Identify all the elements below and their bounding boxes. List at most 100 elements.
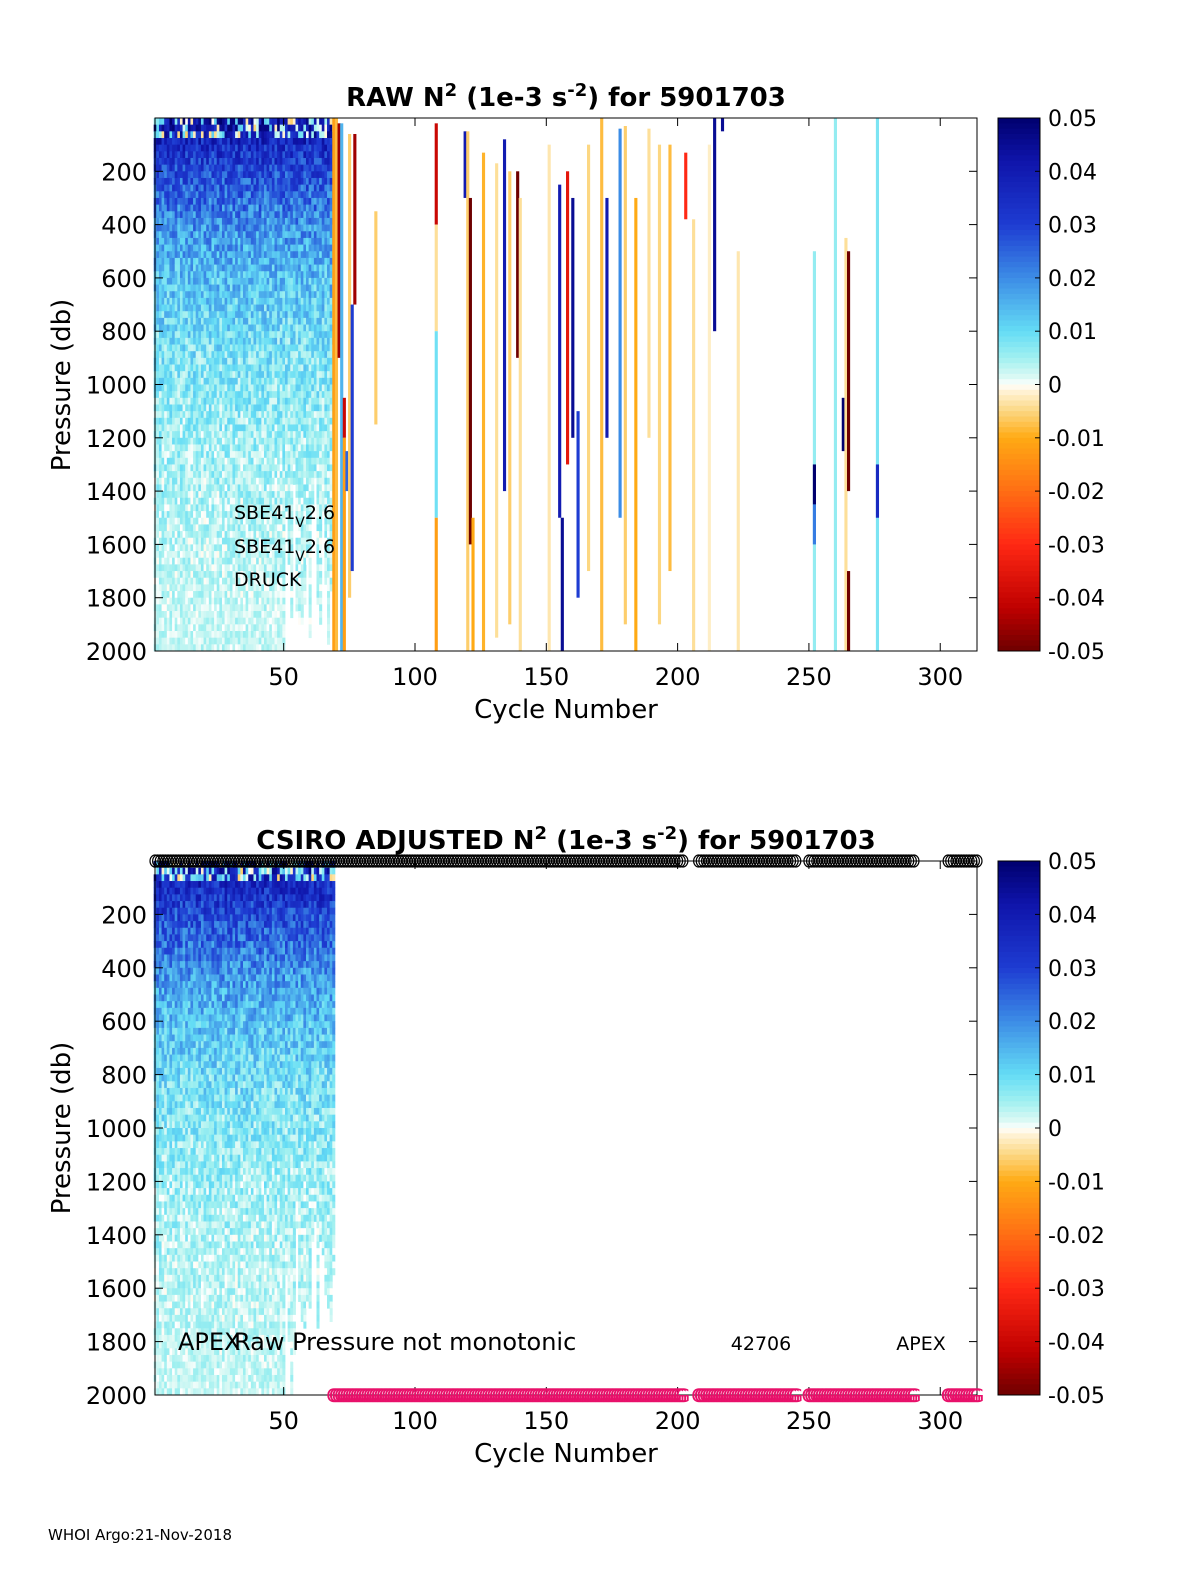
heatmap-cell — [182, 164, 186, 172]
heatmap-cell — [237, 304, 241, 312]
heatmap-cell — [177, 471, 181, 479]
heatmap-cell — [216, 271, 220, 279]
heatmap-cell — [261, 477, 265, 485]
heatmap-cell — [227, 637, 231, 645]
heatmap-cell — [248, 304, 252, 312]
heatmap-cell — [300, 584, 304, 592]
heatmap-cell — [300, 577, 304, 585]
heatmap-cell — [261, 317, 265, 325]
heatmap-cell — [232, 191, 236, 199]
heatmap-cell — [235, 644, 239, 652]
heatmap-cell — [169, 377, 173, 385]
heatmap-cell — [182, 404, 186, 412]
heatmap-cell — [166, 644, 170, 652]
heatmap-cell — [242, 231, 247, 239]
heatmap-cell — [203, 184, 207, 192]
heatmap-cell — [216, 144, 220, 152]
heatmap-cell — [237, 364, 241, 372]
heatmap-cell — [166, 611, 170, 619]
heatmap-cell — [169, 464, 173, 472]
heatmap-cell — [177, 251, 181, 259]
heatmap-cell — [308, 271, 312, 279]
heatmap-cell — [221, 118, 225, 126]
heatmap-cell — [271, 471, 275, 479]
heatmap-cell — [208, 491, 212, 499]
heatmap-cell — [216, 204, 220, 212]
heatmap-cell — [235, 511, 239, 519]
heatmap-cell — [261, 631, 265, 639]
heatmap-cell — [258, 331, 262, 339]
heatmap-cell — [208, 231, 212, 239]
heatmap-cell — [277, 204, 281, 212]
heatmap-cell — [285, 344, 289, 352]
heatmap-cell — [169, 577, 173, 585]
heatmap-cell — [200, 411, 204, 419]
heatmap-cell — [282, 237, 286, 245]
heatmap-cell — [263, 364, 268, 372]
heatmap-cell — [248, 271, 252, 279]
heatmap-cell — [187, 644, 191, 652]
heatmap-cell — [295, 437, 299, 445]
heatmap-cell — [158, 584, 162, 592]
heatmap-cell — [187, 404, 191, 412]
heatmap-cell — [266, 464, 270, 472]
heatmap-cell — [156, 544, 160, 552]
heatmap-cell — [195, 564, 199, 572]
heatmap-cell — [253, 137, 257, 146]
heatmap-cell — [200, 577, 204, 585]
heatmap-cell — [174, 124, 178, 132]
heatmap-cell — [308, 357, 312, 365]
heatmap-cell — [248, 464, 252, 472]
heatmap-cell — [295, 124, 299, 132]
heatmap-cell — [321, 291, 325, 299]
heatmap-cell — [232, 324, 236, 332]
heatmap-cell — [200, 444, 204, 452]
heatmap-cell — [279, 417, 283, 425]
heatmap-cell — [269, 624, 273, 632]
heatmap-cell — [166, 177, 170, 186]
heatmap-cell — [182, 337, 186, 345]
heatmap-cell — [221, 131, 225, 139]
heatmap-cell — [229, 137, 233, 146]
heatmap-cell — [266, 504, 270, 512]
heatmap-cell — [285, 211, 289, 219]
heatmap-cell — [174, 244, 178, 252]
heatmap-cell — [316, 271, 320, 279]
heatmap-cell — [193, 571, 197, 579]
heatmap-cell — [214, 271, 218, 279]
heatmap-cell — [250, 591, 254, 599]
heatmap-cell — [219, 451, 223, 459]
heatmap-cell — [319, 324, 323, 332]
heatmap-cell — [258, 137, 262, 146]
heatmap-cell — [319, 171, 323, 179]
heatmap-cell — [258, 217, 262, 225]
heatmap-cell — [185, 404, 189, 412]
heatmap-cell — [182, 251, 186, 259]
heatmap-cell — [169, 144, 173, 152]
heatmap-cell — [248, 204, 252, 212]
heatmap-cell — [263, 324, 268, 332]
heatmap-cell — [313, 277, 317, 285]
heatmap-cell — [161, 404, 165, 412]
heatmap-cell — [198, 504, 202, 512]
heatmap-cell — [311, 391, 315, 399]
heatmap-cell — [271, 337, 275, 345]
heatmap-cell — [248, 184, 252, 192]
heatmap-cell — [245, 537, 249, 545]
heatmap-cell — [298, 177, 302, 186]
heatmap-cell — [308, 164, 312, 172]
heatmap-cell — [248, 137, 252, 146]
heatmap-cell — [190, 604, 194, 612]
heatmap-cell — [214, 584, 218, 592]
heatmap-cell — [174, 557, 178, 565]
heatmap-cell — [177, 364, 181, 372]
heatmap-cell — [224, 144, 228, 152]
heatmap-cell — [166, 571, 170, 579]
heatmap-cell — [187, 417, 191, 425]
heatmap-cell — [274, 577, 278, 585]
heatmap-cell — [224, 464, 228, 472]
heatmap-cell — [177, 497, 181, 505]
heatmap-cell — [166, 384, 170, 392]
heatmap-cell — [306, 204, 310, 212]
heatmap-cell — [211, 464, 215, 472]
